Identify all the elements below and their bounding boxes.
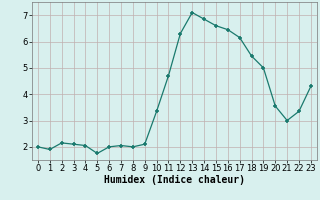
X-axis label: Humidex (Indice chaleur): Humidex (Indice chaleur): [104, 175, 245, 185]
